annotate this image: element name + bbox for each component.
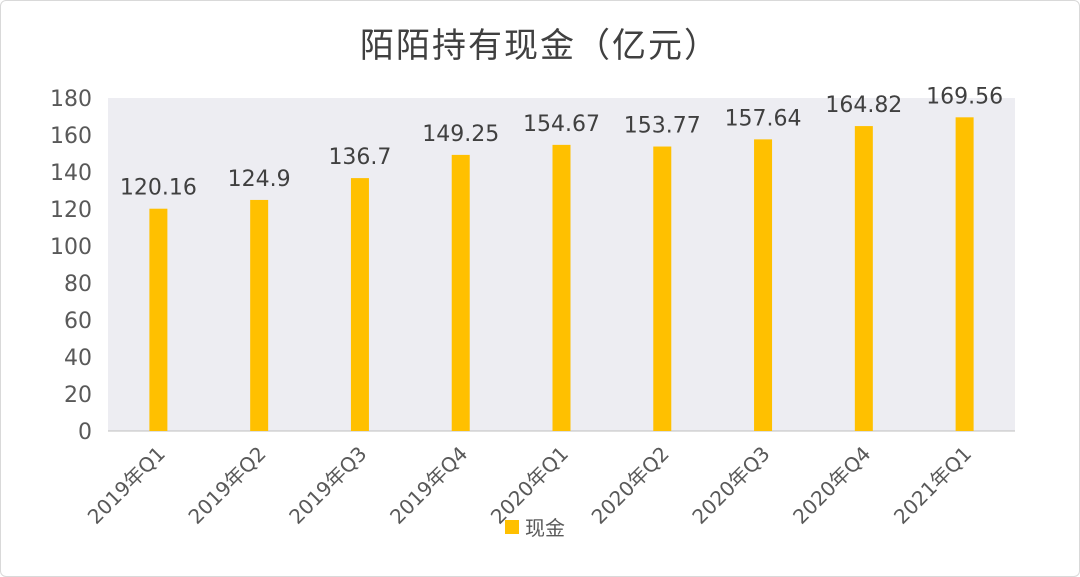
data-label: 154.67 [523, 112, 600, 137]
chart-title: 陌陌持有现金（亿元） [360, 26, 720, 66]
x-tick-label: 2020年Q2 [587, 442, 674, 529]
bar [250, 199, 269, 431]
data-label: 136.7 [328, 145, 391, 170]
bar [854, 126, 873, 431]
legend-swatch [505, 519, 519, 534]
legend: 现金 [505, 512, 565, 541]
bar [149, 208, 168, 431]
bar [451, 154, 470, 431]
data-label: 149.25 [422, 122, 499, 147]
data-label: 169.56 [926, 84, 1003, 109]
x-tick-label: 2019年Q1 [83, 442, 170, 529]
bar [754, 139, 773, 431]
bar [350, 178, 369, 431]
data-label: 157.64 [725, 106, 802, 131]
data-label: 153.77 [624, 114, 701, 139]
x-tick-label: 2019年Q4 [385, 442, 472, 529]
x-tick-label: 2019年Q3 [284, 442, 371, 529]
y-tick-label: 0 [78, 420, 92, 445]
y-tick-label: 20 [64, 383, 92, 408]
y-tick-label: 60 [64, 309, 92, 334]
y-tick-label: 100 [50, 235, 92, 260]
data-label: 120.16 [120, 176, 197, 201]
y-tick-label: 80 [64, 272, 92, 297]
bar [653, 146, 672, 431]
y-tick-label: 140 [50, 161, 92, 186]
y-tick-label: 160 [50, 124, 92, 149]
data-label: 124.9 [228, 167, 291, 192]
x-tick-label: 2020年Q4 [788, 442, 875, 529]
y-tick-label: 120 [50, 198, 92, 223]
y-tick-label: 40 [64, 346, 92, 371]
y-tick-label: 180 [50, 87, 92, 112]
x-tick-label: 2019年Q2 [183, 442, 270, 529]
legend-label: 现金 [525, 516, 565, 540]
data-label: 164.82 [825, 93, 902, 118]
bar [552, 144, 571, 431]
x-tick-label: 2021年Q1 [889, 442, 976, 529]
bar [955, 117, 974, 432]
x-tick-label: 2020年Q3 [687, 442, 774, 529]
